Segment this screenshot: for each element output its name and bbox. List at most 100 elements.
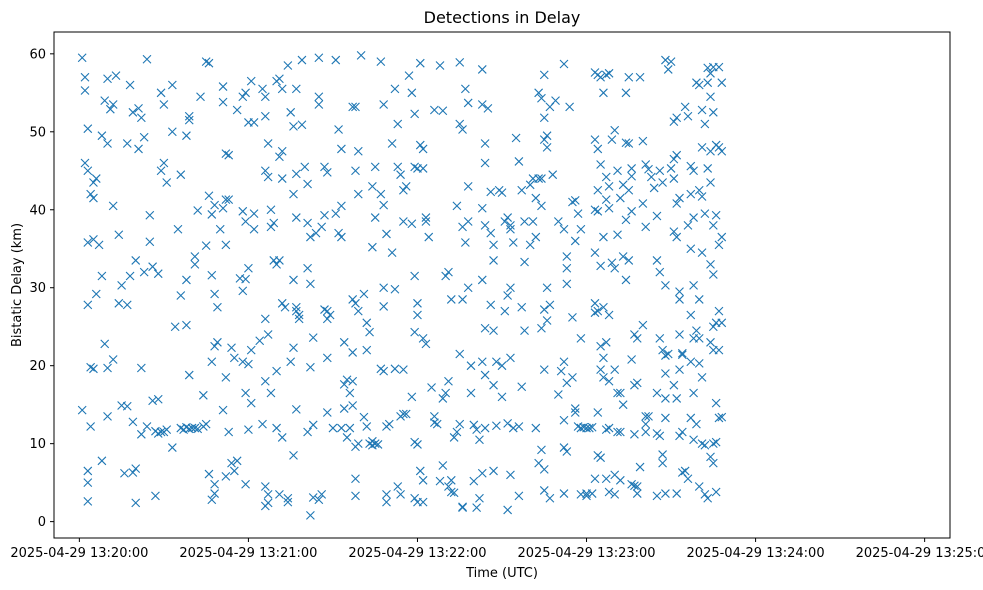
data-point: [677, 350, 687, 360]
data-point: [176, 170, 186, 180]
data-point: [260, 314, 270, 324]
data-point: [89, 193, 98, 203]
data-point: [86, 189, 96, 199]
data-point: [151, 491, 160, 501]
data-point: [229, 353, 239, 363]
data-point: [615, 388, 625, 398]
data-point: [680, 466, 690, 476]
data-point: [689, 388, 698, 398]
data-point: [125, 271, 135, 281]
data-point: [500, 217, 510, 226]
data-point: [630, 429, 639, 439]
data-point: [604, 68, 614, 78]
data-point: [514, 157, 524, 166]
data-point: [661, 351, 670, 360]
data-point: [167, 80, 177, 90]
data-point: [677, 427, 687, 437]
data-point: [260, 92, 270, 102]
data-point: [672, 113, 682, 123]
data-point: [711, 210, 721, 220]
data-point: [610, 125, 620, 135]
data-point: [204, 469, 214, 479]
data-point: [221, 195, 231, 205]
data-point: [669, 174, 679, 183]
data-point: [590, 135, 600, 144]
data-point: [658, 178, 667, 187]
data-point: [128, 107, 138, 117]
data-point: [475, 435, 484, 445]
data-point: [348, 376, 358, 386]
data-point: [477, 100, 487, 109]
data-point: [689, 166, 698, 176]
data-point: [429, 105, 439, 115]
data-point: [632, 482, 642, 491]
data-point: [294, 314, 304, 324]
data-point: [559, 59, 569, 69]
data-point: [182, 275, 191, 285]
data-point: [421, 217, 431, 226]
data-point: [373, 440, 383, 449]
data-point: [421, 213, 431, 222]
data-point: [700, 489, 710, 499]
data-point: [587, 489, 597, 498]
data-point: [368, 242, 377, 252]
data-point: [232, 105, 242, 115]
data-point: [100, 96, 110, 105]
data-point: [331, 55, 341, 65]
data-point: [672, 199, 682, 208]
data-point: [148, 262, 158, 272]
data-point: [246, 345, 256, 355]
data-point: [359, 289, 369, 299]
data-point: [429, 411, 439, 421]
data-point: [103, 411, 112, 421]
data-point: [463, 98, 473, 108]
data-point: [210, 479, 219, 489]
data-point: [694, 358, 704, 368]
data-point: [345, 423, 355, 433]
data-point: [415, 58, 425, 68]
data-point: [621, 88, 631, 98]
data-point: [604, 423, 614, 433]
data-point: [229, 466, 239, 476]
data-point: [480, 139, 490, 148]
data-point: [596, 365, 606, 374]
data-point: [435, 476, 445, 486]
data-point: [348, 295, 358, 304]
data-point: [553, 217, 563, 226]
y-tick-label: 30: [29, 281, 46, 296]
data-point: [618, 400, 628, 410]
data-point: [83, 478, 93, 488]
data-point: [407, 88, 417, 98]
data-point: [638, 136, 648, 146]
data-point: [686, 357, 696, 367]
data-point: [398, 409, 408, 419]
x-tick-label: 2025-04-29 13:22:00: [348, 546, 486, 561]
data-point: [655, 334, 665, 343]
data-point: [531, 193, 541, 203]
data-point: [556, 366, 566, 376]
data-point: [198, 422, 208, 431]
data-point: [604, 487, 614, 497]
data-point: [390, 284, 400, 294]
data-point: [601, 70, 611, 80]
data-point: [638, 199, 648, 208]
data-point: [573, 209, 583, 219]
data-point: [500, 306, 510, 316]
data-point: [661, 413, 670, 423]
data-point: [348, 102, 358, 112]
data-point: [80, 72, 90, 82]
data-point: [593, 408, 603, 417]
data-point: [444, 376, 453, 386]
data-point: [429, 418, 439, 427]
data-point: [596, 160, 606, 169]
data-point: [480, 370, 490, 380]
data-point: [432, 419, 442, 429]
data-point: [599, 373, 608, 382]
data-point: [486, 187, 496, 197]
data-point: [697, 192, 707, 201]
data-point: [167, 443, 177, 452]
data-point: [86, 422, 96, 431]
data-point: [624, 185, 634, 195]
data-point: [703, 78, 713, 88]
data-point: [173, 224, 183, 234]
